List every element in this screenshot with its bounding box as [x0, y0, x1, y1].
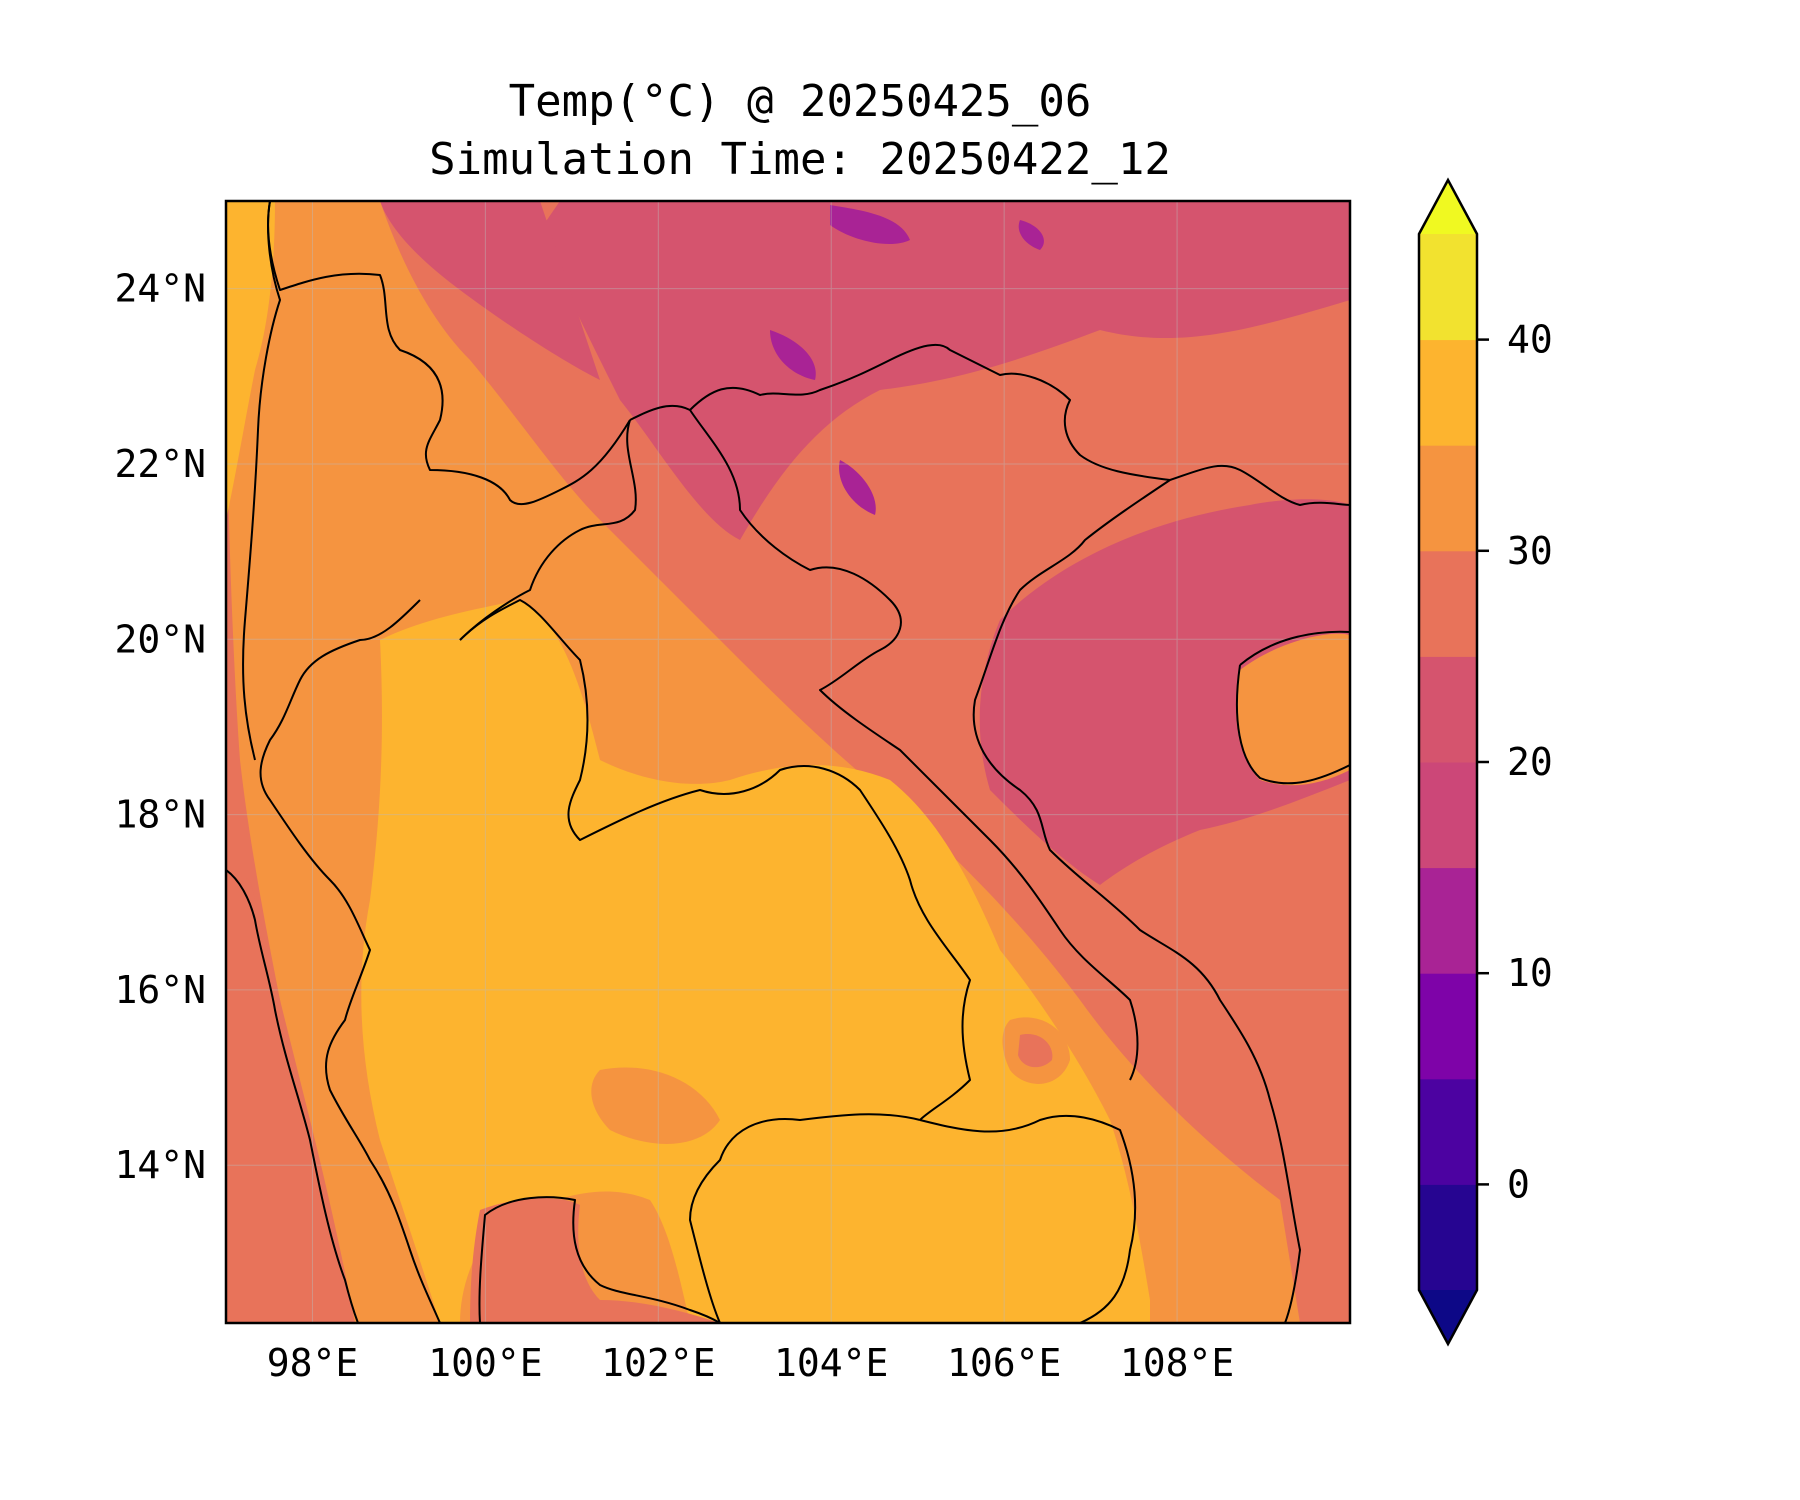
vietnam-coastline	[972, 479, 1301, 1323]
colorbar-bin	[1419, 867, 1477, 974]
x-tick-label: 98°E	[267, 1341, 359, 1385]
vietnam-northern-coast	[1169, 464, 1350, 506]
y-axis-ticks: 24°N 22°N 20°N 18°N 16°N 14°N	[114, 267, 206, 1188]
y-tick-label: 24°N	[114, 267, 206, 311]
colorbar-bin	[1419, 445, 1477, 552]
x-tick-label: 108°E	[1120, 1341, 1234, 1385]
y-tick-label: 18°N	[114, 793, 206, 837]
colorbar-tick-label: 10	[1507, 951, 1553, 995]
gulf-of-thailand-zone	[470, 1198, 720, 1323]
thailand-west-border	[259, 599, 441, 1323]
gulf-of-thailand-coastline	[478, 1196, 721, 1323]
colorbar-bin	[1419, 234, 1477, 341]
cold-peak-3	[839, 460, 876, 515]
x-tick-label: 106°E	[947, 1341, 1061, 1385]
cambodia-vietnam-border	[919, 1114, 1137, 1323]
cold-peak-4	[1018, 220, 1044, 250]
x-tick-label: 100°E	[428, 1341, 542, 1385]
thailand-cambodia-border	[689, 1113, 921, 1323]
laos-vietnam-border	[689, 409, 1139, 1081]
myanmar-west-border	[242, 201, 281, 761]
x-axis-ticks: 98°E 100°E 102°E 104°E 106°E 108°E	[267, 1341, 1235, 1385]
khorat-patch	[591, 1067, 720, 1144]
colorbar-tick-label: 40	[1507, 318, 1553, 362]
hainan-coastline	[1235, 630, 1350, 785]
myanmar-thailand-border	[267, 201, 631, 506]
colorbar-extend-min	[1419, 1290, 1477, 1344]
colorbar-bin	[1419, 656, 1477, 763]
y-tick-label: 16°N	[114, 968, 206, 1012]
colorbar-tick-label: 0	[1507, 1162, 1530, 1206]
colorbar: 0 10 20 30 40	[1417, 177, 1553, 1347]
cold-peak-1	[830, 205, 910, 245]
temperature-map	[226, 201, 1350, 1323]
gulf-of-tonkin-zone	[979, 499, 1350, 885]
china-vietnam-border	[629, 343, 1171, 481]
central-lowland-hot-zone	[361, 600, 1150, 1323]
map-gridlines	[226, 201, 1350, 1323]
colorbar-bin	[1419, 339, 1477, 446]
x-tick-label: 104°E	[774, 1341, 888, 1385]
colorbar-bin	[1419, 550, 1477, 657]
map-frame	[224, 199, 1352, 1325]
northwest-hot-patch	[226, 201, 275, 520]
cambodia-cool-spot	[1018, 1034, 1053, 1068]
colorbar-bin	[1419, 1078, 1477, 1185]
highland-patch	[380, 201, 600, 380]
colorbar-bin	[1419, 762, 1477, 869]
coastlines-borders	[226, 201, 1350, 1323]
thailand-laos-border	[459, 599, 971, 1121]
colorbar-outline	[1417, 177, 1479, 1347]
chart-title-line2: Simulation Time: 20250422_12	[429, 134, 1171, 185]
hainan-island-zone	[1236, 633, 1350, 786]
colorbar-extend-max	[1419, 180, 1477, 234]
laos-border-north	[459, 419, 637, 641]
andaman-sea-zone	[226, 870, 355, 1323]
andaman-coastline	[226, 869, 359, 1323]
y-tick-label: 22°N	[114, 442, 206, 486]
chart-title-line1: Temp(°C) @ 20250425_06	[508, 76, 1092, 127]
x-tick-label: 102°E	[601, 1341, 715, 1385]
colorbar-bin	[1419, 973, 1477, 1080]
colorbar-tick-label: 20	[1507, 740, 1553, 784]
colorbar-tick-label: 30	[1507, 529, 1553, 573]
colorbar-bin	[1419, 1184, 1477, 1291]
cold-peak-2	[770, 330, 816, 380]
northern-highlands-zone	[540, 201, 1350, 540]
y-tick-label: 14°N	[114, 1143, 206, 1187]
y-tick-label: 20°N	[114, 617, 206, 661]
